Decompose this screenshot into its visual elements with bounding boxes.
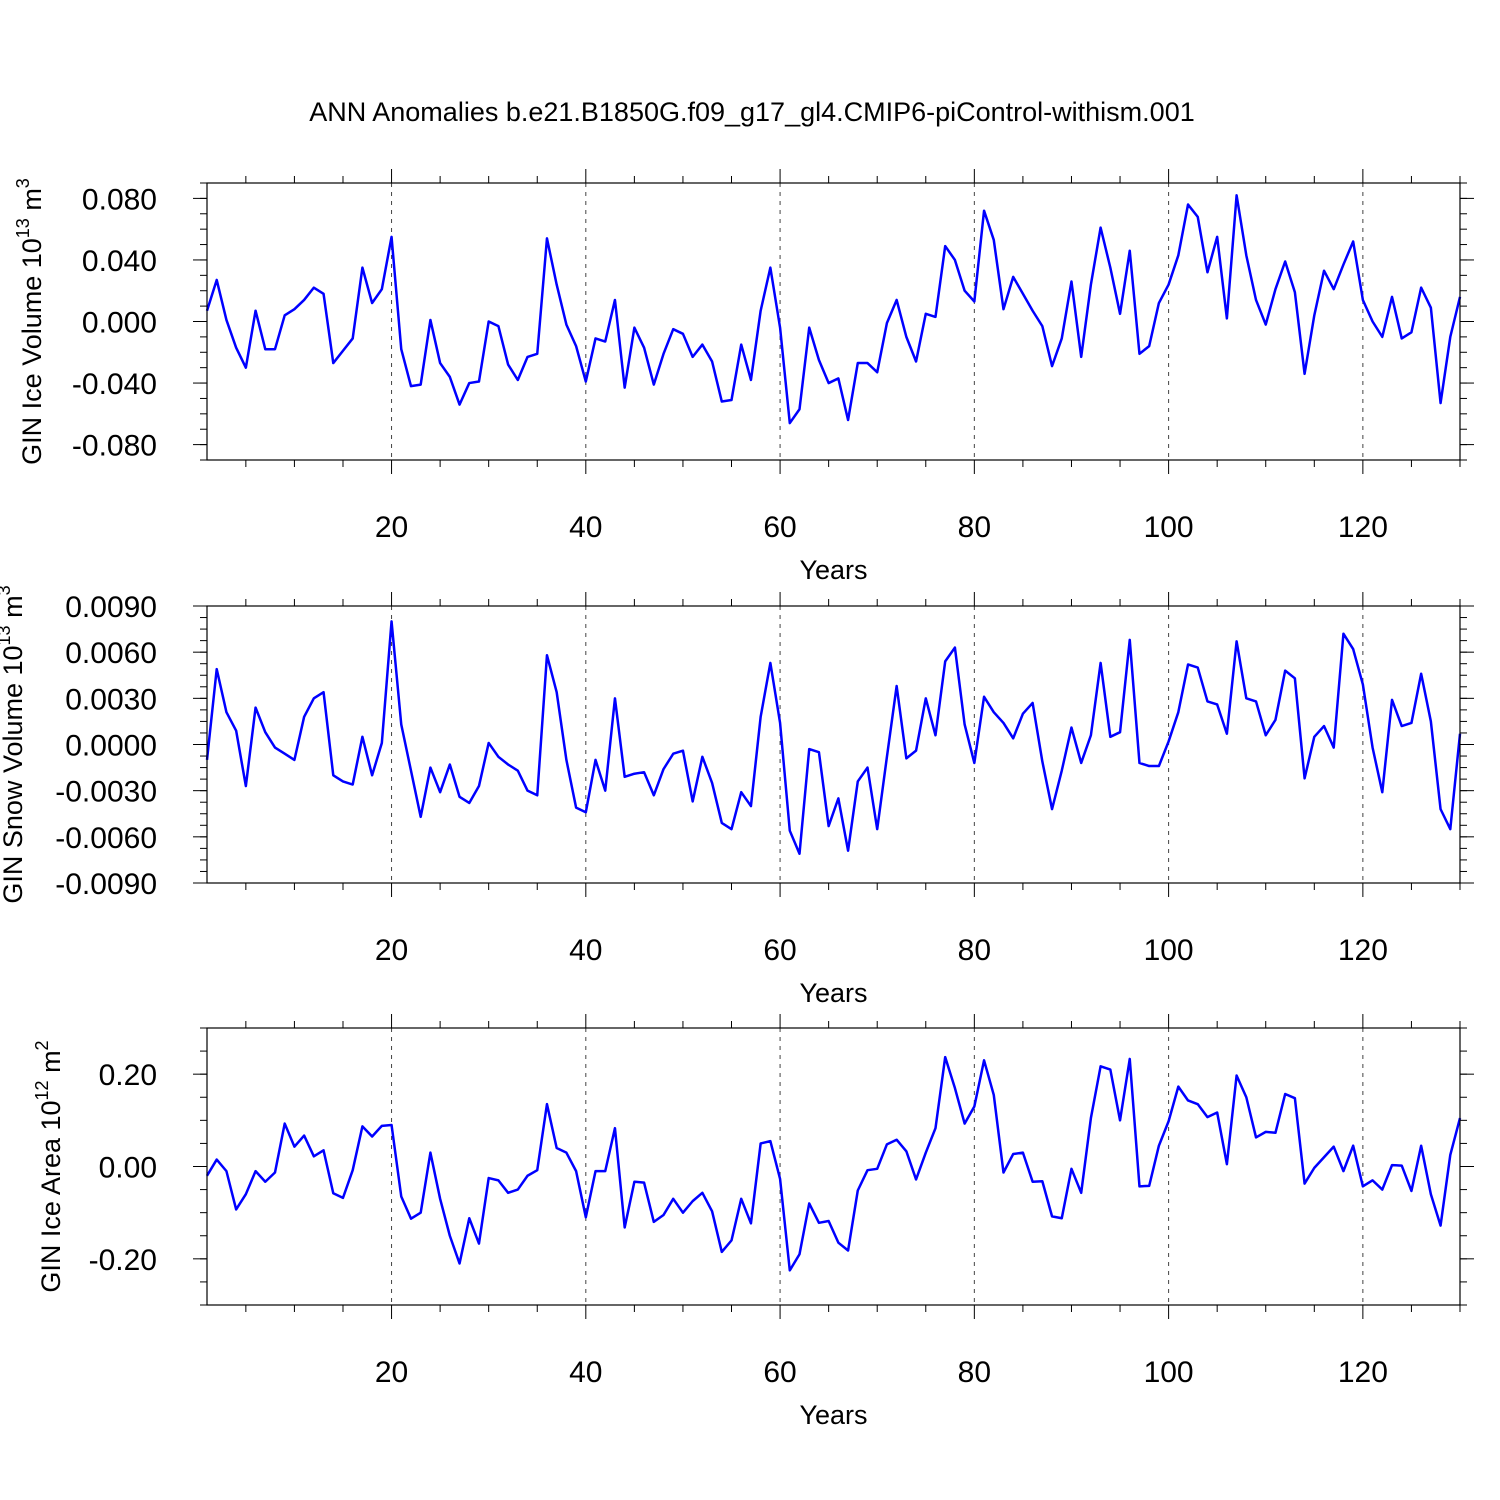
y-axis-label-text: GIN Ice Volume 10 [17, 238, 47, 465]
y-axis-label-unit: m [36, 1050, 66, 1080]
y-axis-label-exponent: 13 [0, 625, 14, 645]
y-tick-label: 0.0060 [65, 637, 157, 670]
plot-frame [206, 1027, 1461, 1306]
y-tick-label: -0.0030 [55, 776, 157, 809]
x-tick-label: 60 [763, 934, 796, 967]
x-tick-label: 80 [958, 934, 991, 967]
y-axis-label-unit: m [0, 595, 28, 625]
y-axis-label-text: GIN Ice Area 10 [36, 1100, 66, 1292]
x-tick-label: 20 [375, 934, 408, 967]
x-tick-label: 60 [763, 1356, 796, 1389]
y-axis-label-exponent: 13 [13, 218, 33, 238]
plot-frame [206, 182, 1461, 461]
x-tick-label: 100 [1144, 511, 1194, 544]
data-series-line [205, 1055, 1462, 1272]
data-series-line [205, 620, 1462, 856]
x-tick-label: 120 [1338, 934, 1388, 967]
panel-3: 20 40 60 80 100 120 -0.20 0.00 0.20 Years GIN Ice … [32, 1014, 1474, 1430]
data-series-line [205, 194, 1462, 425]
plot-frame [206, 605, 1461, 884]
chart-title: ANN Anomalies b.e21.B1850G.f09_g17_gl4.C… [309, 97, 1194, 127]
x-tick-label: 60 [763, 511, 796, 544]
y-tick-label: 0.000 [82, 307, 157, 340]
y-axis-label: GIN Snow Volume 1013 m3 [0, 585, 28, 903]
y-axis-label-unit: m [17, 188, 47, 218]
x-tick-label: 100 [1144, 934, 1194, 967]
x-tick-label: 80 [958, 511, 991, 544]
y-tick-label: 0.20 [99, 1059, 157, 1092]
y-axis-label-unit-exponent: 3 [0, 585, 14, 595]
y-tick-label: -0.080 [72, 430, 157, 463]
x-tick-label: 40 [569, 934, 602, 967]
y-tick-label: 0.0000 [65, 730, 157, 763]
y-axis-label-exponent: 12 [32, 1080, 52, 1100]
x-tick-label: 40 [569, 511, 602, 544]
y-tick-label: 0.040 [82, 245, 157, 278]
y-tick-label: 0.080 [82, 183, 157, 216]
y-tick-label: -0.040 [72, 368, 157, 401]
y-axis-label-unit-exponent: 3 [13, 178, 33, 188]
y-axis-label: GIN Ice Volume 1013 m3 [13, 178, 47, 465]
y-tick-label: -0.0090 [55, 868, 157, 901]
y-axis-label-unit-exponent: 2 [32, 1040, 52, 1050]
panel-2: 20 40 60 80 100 120 -0.0090 -0.0060 -0.0030 0.000… [0, 585, 1474, 1008]
y-tick-label: 0.00 [99, 1152, 157, 1185]
x-axis-label: Years [799, 1400, 867, 1430]
x-axis-label: Years [799, 555, 867, 585]
x-tick-label: 100 [1144, 1356, 1194, 1389]
y-tick-label: -0.0060 [55, 822, 157, 855]
y-tick-label: 0.0030 [65, 683, 157, 716]
x-axis-label: Years [799, 978, 867, 1008]
y-axis-label-text: GIN Snow Volume 10 [0, 645, 28, 903]
x-tick-label: 120 [1338, 1356, 1388, 1389]
x-tick-label: 120 [1338, 511, 1388, 544]
x-tick-label: 20 [375, 511, 408, 544]
y-tick-label: -0.20 [89, 1244, 157, 1277]
panel-1: 20 40 60 80 100 120 -0.080 -0.040 0.000 0.040 0.08… [13, 169, 1474, 585]
x-tick-label: 80 [958, 1356, 991, 1389]
x-tick-label: 40 [569, 1356, 602, 1389]
x-tick-label: 20 [375, 1356, 408, 1389]
y-axis-label: GIN Ice Area 1012 m2 [32, 1040, 66, 1292]
y-tick-label: 0.0090 [65, 591, 157, 624]
